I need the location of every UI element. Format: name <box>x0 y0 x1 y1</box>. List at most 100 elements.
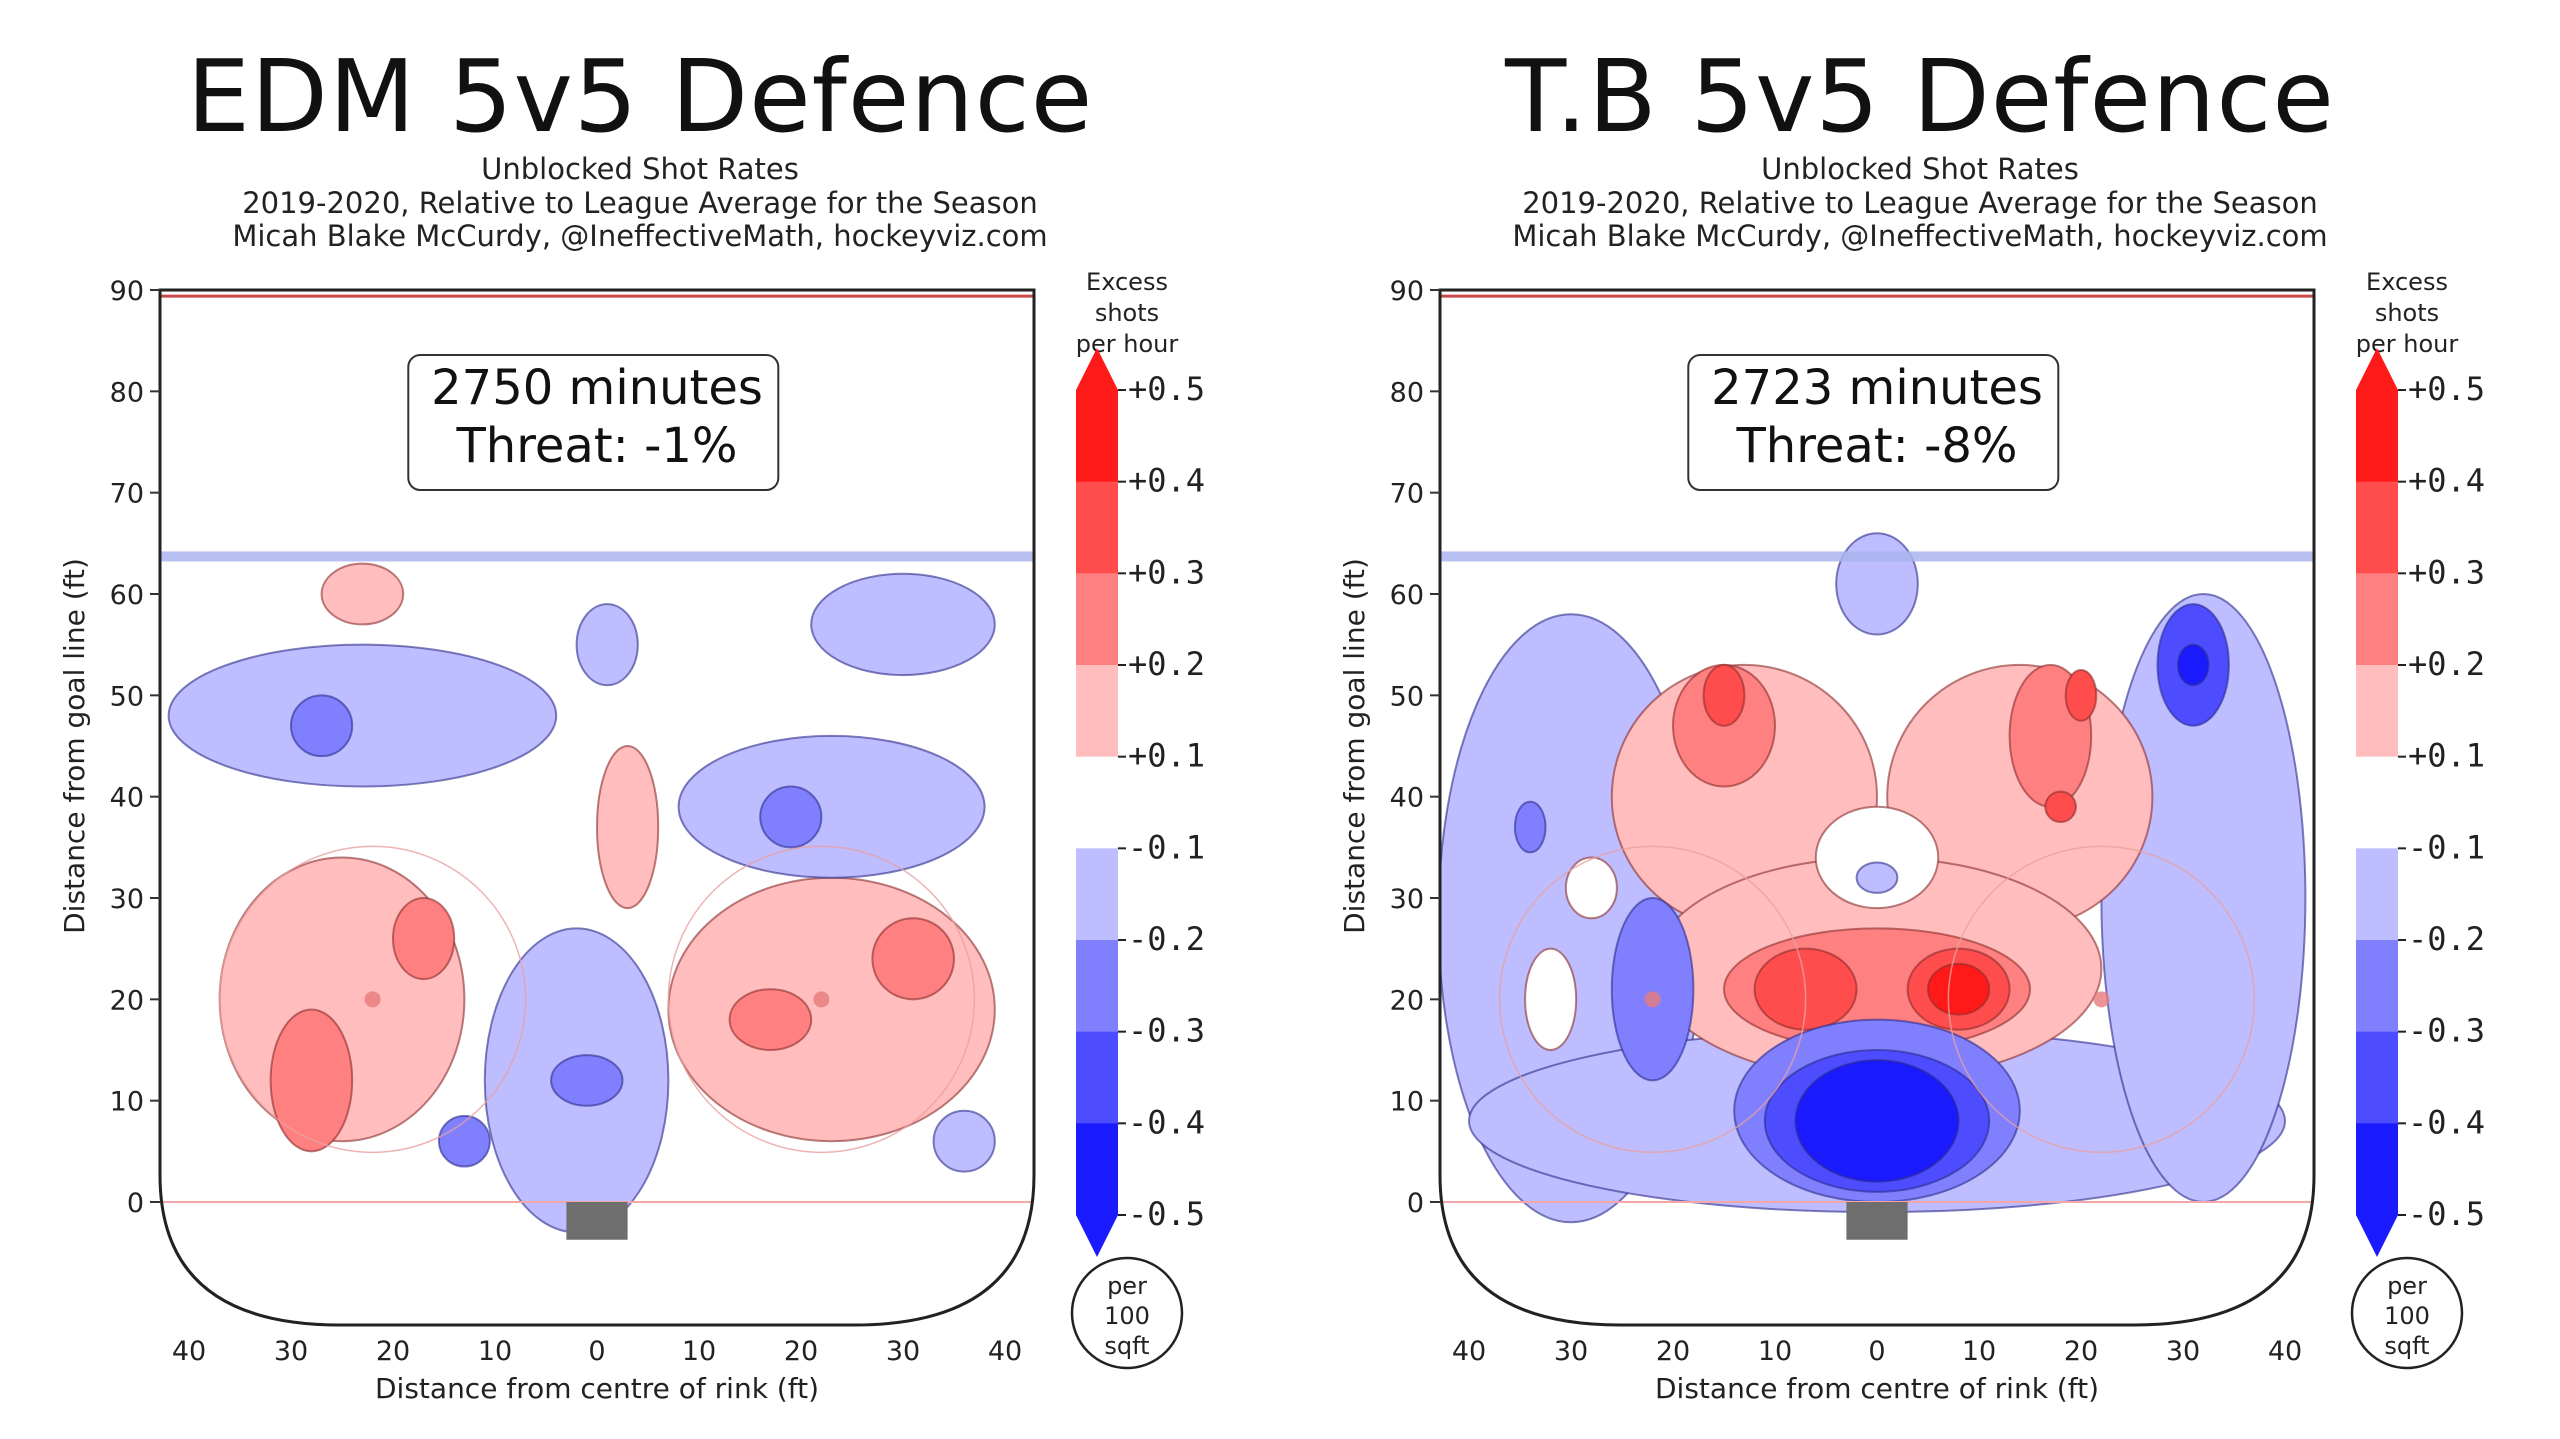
colorbar-swatch <box>2356 1123 2398 1216</box>
y-axis-label: Distance from goal line (ft) <box>58 558 91 934</box>
y-tick-label: 90 <box>110 276 144 307</box>
colorbar-tick-label: +0.2 <box>2408 645 2485 683</box>
unit-circle <box>1070 1256 1184 1370</box>
contour-region <box>677 734 986 879</box>
colorbar-swatch <box>1076 665 1118 758</box>
y-tick-label: 60 <box>110 580 144 611</box>
y-tick-label: 10 <box>110 1087 144 1118</box>
colorbar-arrow-up <box>1076 348 1118 390</box>
y-tick-label: 80 <box>1390 377 1424 408</box>
colorbar-swatch <box>2356 481 2398 574</box>
chart-subtitle-line-3: Micah Blake McCurdy, @IneffectiveMath, h… <box>232 219 1048 253</box>
contour-region <box>437 1114 491 1168</box>
y-tick-label: 40 <box>1390 783 1424 814</box>
colorbar-tick-label: -0.3 <box>1128 1012 1205 1050</box>
y-tick-label: 20 <box>110 985 144 1016</box>
x-tick-label: 40 <box>1452 1336 1486 1367</box>
x-axis-label: Distance from centre of rink (ft) <box>375 1372 819 1405</box>
colorbar-arrow-down <box>1076 1215 1118 1257</box>
chart-subtitle-line-3: Micah Blake McCurdy, @IneffectiveMath, h… <box>1512 219 2328 253</box>
colorbar-swatch <box>2356 756 2398 849</box>
x-tick-label: 20 <box>2064 1336 2098 1367</box>
contour-region <box>728 988 813 1051</box>
colorbar-tick-label: -0.2 <box>1128 920 1205 958</box>
colorbar-title: shots <box>1095 299 1159 327</box>
unit-label: per <box>1107 1272 1147 1300</box>
colorbar-tick-label: +0.2 <box>1128 645 1205 683</box>
goal-net <box>566 1202 628 1240</box>
chart-subtitle-line-1: Unblocked Shot Rates <box>1761 152 2079 186</box>
x-axis-label: Distance from centre of rink (ft) <box>1655 1372 2099 1405</box>
x-tick-label: 30 <box>886 1336 920 1367</box>
colorbar-title: per hour <box>1076 330 1179 358</box>
contour-region <box>1855 861 1899 894</box>
x-tick-label: 10 <box>682 1336 716 1367</box>
contour-region <box>1794 1059 1960 1183</box>
colorbar-swatch <box>2356 1031 2398 1124</box>
contour-region <box>290 694 354 758</box>
colorbar-tick-label: -0.5 <box>1128 1195 1205 1233</box>
y-tick-label: 70 <box>110 479 144 510</box>
faceoff-circle <box>667 845 976 1154</box>
colorbar-tick-label: +0.3 <box>2408 553 2485 591</box>
colorbar-title: shots <box>2375 299 2439 327</box>
colorbar-tick-label: +0.4 <box>2408 462 2485 500</box>
y-tick-label: 50 <box>1390 681 1424 712</box>
colorbar-arrow-up <box>2356 348 2398 390</box>
faceoff-circle <box>218 845 527 1154</box>
colorbar-tick-label: +0.1 <box>2408 737 2485 775</box>
colorbar-arrow-down <box>2356 1215 2398 1257</box>
y-tick-label: 40 <box>110 783 144 814</box>
unit-label: sqft <box>1104 1332 1149 1360</box>
contour-region <box>1927 962 1991 1016</box>
x-tick-label: 10 <box>478 1336 512 1367</box>
faceoff-circle <box>1498 845 1807 1154</box>
contour-region <box>2044 790 2077 823</box>
annotation-line: Threat: -1% <box>455 418 737 474</box>
chart-subtitle-line-2: 2019-2020, Relative to League Average fo… <box>1522 186 2318 220</box>
colorbar-swatch <box>1076 481 1118 574</box>
colorbar-title: Excess <box>2366 268 2448 296</box>
colorbar-swatch <box>1076 848 1118 941</box>
y-tick-label: 50 <box>110 681 144 712</box>
y-tick-label: 10 <box>1390 1087 1424 1118</box>
colorbar-tick-label: +0.5 <box>2408 370 2485 408</box>
blue-line <box>1440 551 2314 562</box>
contour-region <box>932 1109 996 1173</box>
contour-region <box>1702 663 1746 727</box>
y-tick-label: 90 <box>1390 276 1424 307</box>
faceoff-dot <box>813 991 830 1008</box>
annotation-line: 2723 minutes <box>1711 360 2043 416</box>
contour-region <box>596 745 660 910</box>
unit-circle <box>2350 1256 2464 1370</box>
y-tick-label: 80 <box>110 377 144 408</box>
contour-region <box>1524 947 1578 1051</box>
unit-label: 100 <box>2384 1302 2430 1330</box>
x-tick-label: 0 <box>588 1336 605 1367</box>
contour-region <box>871 917 956 1001</box>
goal-net <box>1846 1202 1908 1240</box>
colorbar-title: Excess <box>1086 268 1168 296</box>
y-axis-label: Distance from goal line (ft) <box>1338 558 1371 934</box>
colorbar-tick-label: -0.5 <box>2408 1195 2485 1233</box>
x-tick-label: 30 <box>2166 1336 2200 1367</box>
unit-label: 100 <box>1104 1302 1150 1330</box>
chart-panel-tb: T.B 5v5 Defence Unblocked Shot Rates 201… <box>1280 0 2560 1439</box>
faceoff-dot <box>1644 991 1661 1008</box>
colorbar-tick-label: -0.3 <box>2408 1012 2485 1050</box>
unit-label: per <box>2387 1272 2427 1300</box>
chart-subtitle-line-2: 2019-2020, Relative to League Average fo… <box>242 186 1038 220</box>
y-tick-label: 30 <box>110 884 144 915</box>
colorbar-swatch <box>2356 665 2398 758</box>
x-tick-label: 40 <box>2268 1336 2302 1367</box>
y-tick-label: 60 <box>1390 580 1424 611</box>
colorbar-tick-label: -0.4 <box>2408 1103 2485 1141</box>
contour-region <box>1835 532 1919 636</box>
contour-region <box>1814 805 1940 910</box>
x-tick-label: 20 <box>784 1336 818 1367</box>
chart-title: T.B 5v5 Defence <box>1505 38 2335 155</box>
colorbar-tick-label: +0.1 <box>1128 737 1205 775</box>
colorbar-swatch <box>1076 1123 1118 1216</box>
y-tick-label: 0 <box>1407 1188 1424 1219</box>
heatmap-area <box>1440 290 2314 1325</box>
